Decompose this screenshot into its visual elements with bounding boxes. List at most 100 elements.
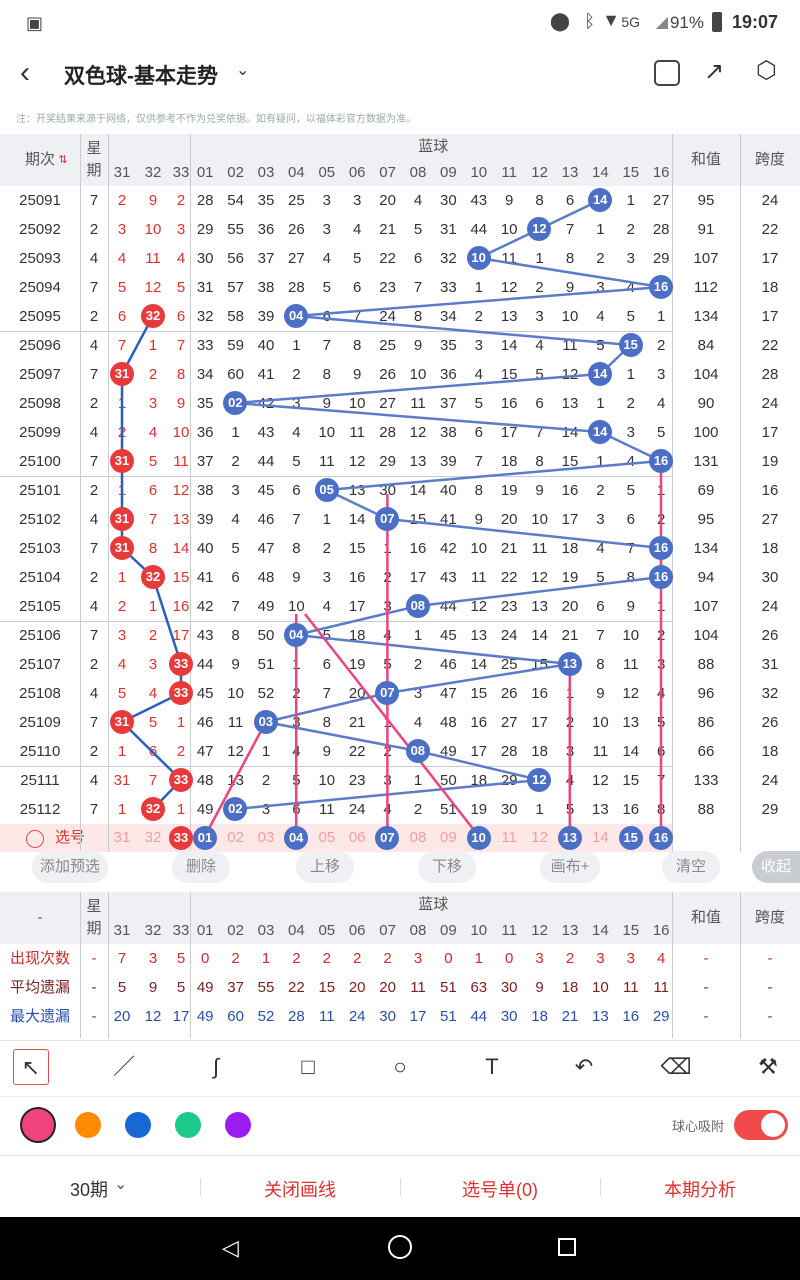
blue-num-header: 16 (646, 160, 677, 186)
clear-button[interactable]: 清空 (662, 851, 720, 883)
line-tool-icon[interactable]: ／ (112, 1054, 135, 1079)
pick-list-button[interactable]: 选号单(0) (462, 1180, 538, 1200)
blue-num-header: 08 (402, 160, 434, 186)
select-blue-ball[interactable]: 16 (649, 826, 673, 850)
blue-cell: 6 (413, 250, 423, 267)
stats-blue-num: 07 (372, 918, 403, 944)
red-cell: 7 (148, 772, 158, 789)
move-down-button[interactable]: 下移 (418, 851, 476, 883)
select-blue-cell[interactable]: 05 (318, 829, 336, 846)
blue-cell: 1 (596, 221, 605, 238)
period-cell: 25106 (19, 627, 61, 644)
fold-button[interactable]: 收起 (752, 851, 800, 883)
blue-cell: 4 (231, 511, 240, 528)
blue-cell: 6 (626, 511, 635, 528)
brush-clear-icon[interactable]: ⚒ (758, 1054, 778, 1079)
sum-cell: 134 (693, 540, 719, 557)
select-blue-cell[interactable]: 09 (440, 829, 457, 846)
text-tool-icon[interactable]: T (485, 1054, 499, 1079)
blue-cell: 39 (440, 453, 457, 470)
blue-cell: 6 (322, 656, 331, 673)
red-cell: 3 (148, 395, 158, 412)
select-blue-ball[interactable]: 04 (284, 826, 309, 850)
select-blue-ball[interactable]: 01 (193, 826, 217, 850)
color-swatch[interactable] (75, 1112, 101, 1138)
select-red-cell[interactable]: 33 (169, 826, 193, 850)
color-palette: 球心吸附 (0, 1096, 800, 1154)
share-icon[interactable]: ↗ (704, 58, 725, 85)
snap-toggle[interactable] (734, 1110, 788, 1140)
sort-icon[interactable]: ⇅ (58, 154, 68, 166)
back-arrow-icon[interactable]: ‹ (20, 56, 30, 89)
blue-cell: 15 (470, 685, 488, 702)
blue-cell: 13 (622, 714, 640, 731)
nav-recents-icon[interactable] (558, 1238, 576, 1256)
blue-cell: 4 (596, 308, 605, 325)
settings-icon[interactable]: ⬡ (756, 57, 777, 84)
select-blue-cell[interactable]: 14 (592, 829, 609, 846)
stats-blue-value: 1 (261, 950, 271, 967)
select-blue-ball[interactable]: 10 (466, 826, 491, 850)
blue-cell: 1 (535, 801, 544, 818)
period-select[interactable]: 30期 (70, 1180, 109, 1200)
move-up-button[interactable]: 上移 (296, 851, 354, 883)
select-blue-cell[interactable]: 02 (227, 829, 244, 846)
sum-cell: 94 (697, 569, 715, 586)
nav-home-icon[interactable] (388, 1235, 412, 1259)
red-cell: 6 (117, 308, 127, 325)
color-swatch[interactable] (20, 1107, 56, 1143)
close-draw-button[interactable]: 关闭画线 (264, 1180, 336, 1200)
stats-span-dash: - (767, 1008, 773, 1025)
sum-cell: 91 (697, 221, 715, 238)
color-swatch[interactable] (225, 1112, 251, 1138)
blue-cell: 3 (596, 511, 605, 528)
blue-cell: 17 (409, 569, 427, 586)
blue-cell: 55 (227, 221, 244, 238)
blue-cell: 43 (470, 192, 488, 209)
analysis-button[interactable]: 本期分析 (664, 1180, 736, 1200)
blue-cell: 5 (292, 453, 301, 470)
undo-icon[interactable]: ↶ (574, 1054, 594, 1079)
blue-cell: 26 (500, 685, 518, 702)
delete-button[interactable]: 删除 (172, 851, 230, 883)
canvas-plus-button[interactable]: 画布+ (540, 851, 600, 883)
span-cell: 19 (761, 453, 779, 470)
radio-icon[interactable] (26, 830, 44, 848)
stats-sum-dash: - (703, 950, 709, 967)
select-blue-ball[interactable]: 13 (557, 826, 582, 850)
pointer-tool-icon[interactable]: ↖ (13, 1049, 49, 1085)
stats-span-header: 跨度 (740, 892, 800, 944)
select-red-cell[interactable]: 31 (113, 829, 131, 846)
select-blue-cell[interactable]: 06 (348, 829, 366, 846)
blue-cell: 47 (257, 540, 275, 557)
device-icon[interactable] (654, 60, 680, 86)
rectangle-tool-icon[interactable]: □ (301, 1054, 315, 1079)
stats-blue-num: 10 (463, 918, 494, 944)
add-preselect-button[interactable]: 添加预选 (32, 851, 108, 883)
select-red-cell[interactable]: 32 (144, 829, 162, 846)
span-cell: 22 (761, 337, 779, 354)
stats-blue-value: 21 (561, 1008, 579, 1025)
select-blue-ball[interactable]: 15 (618, 826, 643, 850)
color-swatch[interactable] (125, 1112, 151, 1138)
stats-blue-value: 2 (353, 950, 362, 967)
select-blue-cell[interactable]: 03 (257, 829, 275, 846)
red-ball: 31 (110, 449, 134, 473)
blue-ball: 14 (588, 362, 613, 386)
week-cell: 7 (89, 801, 99, 818)
blue-cell: 3 (353, 192, 362, 209)
select-blue-cell[interactable]: 11 (501, 829, 517, 846)
eraser-icon[interactable]: ⌫ (660, 1054, 692, 1079)
chevron-down-icon[interactable]: ⌄ (114, 1176, 128, 1193)
select-blue-cell[interactable]: 12 (531, 829, 548, 846)
nav-back-icon[interactable]: ◁ (222, 1235, 239, 1260)
circle-tool-icon[interactable]: ○ (393, 1054, 407, 1079)
blue-cell: 34 (196, 366, 214, 383)
chevron-down-icon[interactable]: ⌄ (236, 62, 250, 79)
select-blue-cell[interactable]: 08 (409, 829, 427, 846)
blue-cell: 4 (383, 801, 392, 818)
red-cell: 5 (148, 453, 158, 470)
color-swatch[interactable] (175, 1112, 201, 1138)
curve-tool-icon[interactable]: ∫ (212, 1054, 220, 1079)
stats-blue-num: 14 (585, 918, 616, 944)
